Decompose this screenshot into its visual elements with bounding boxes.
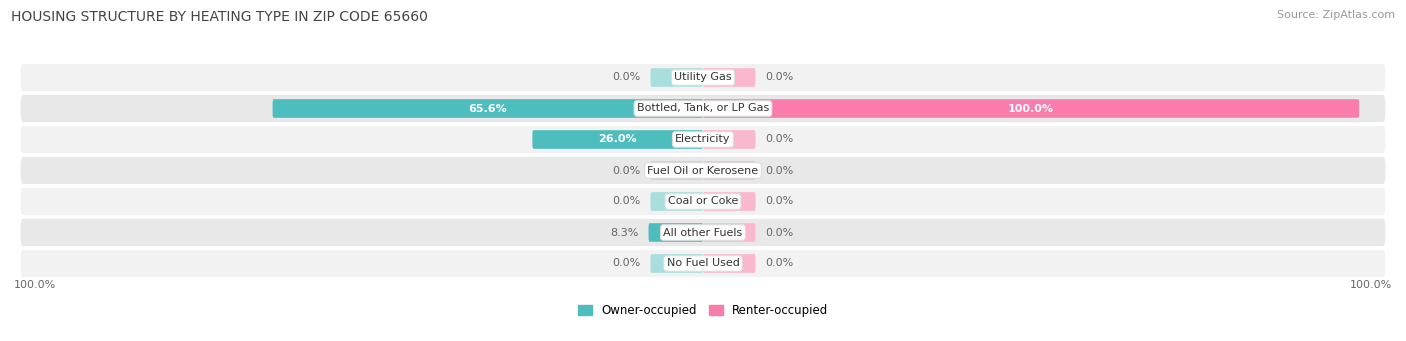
Text: Bottled, Tank, or LP Gas: Bottled, Tank, or LP Gas	[637, 104, 769, 114]
FancyBboxPatch shape	[651, 68, 703, 87]
FancyBboxPatch shape	[651, 254, 703, 273]
Text: 0.0%: 0.0%	[765, 196, 793, 207]
Text: Fuel Oil or Kerosene: Fuel Oil or Kerosene	[647, 165, 759, 176]
Text: HOUSING STRUCTURE BY HEATING TYPE IN ZIP CODE 65660: HOUSING STRUCTURE BY HEATING TYPE IN ZIP…	[11, 10, 427, 24]
Text: All other Fuels: All other Fuels	[664, 227, 742, 237]
FancyBboxPatch shape	[651, 192, 703, 211]
FancyBboxPatch shape	[273, 99, 703, 118]
Text: 0.0%: 0.0%	[765, 227, 793, 237]
Text: 100.0%: 100.0%	[1008, 104, 1054, 114]
FancyBboxPatch shape	[21, 126, 1385, 153]
Text: 0.0%: 0.0%	[613, 258, 641, 268]
Text: 26.0%: 26.0%	[599, 134, 637, 145]
FancyBboxPatch shape	[648, 223, 703, 242]
Text: 0.0%: 0.0%	[765, 258, 793, 268]
FancyBboxPatch shape	[21, 250, 1385, 277]
FancyBboxPatch shape	[703, 68, 755, 87]
FancyBboxPatch shape	[21, 95, 1385, 122]
FancyBboxPatch shape	[21, 219, 1385, 246]
Text: Utility Gas: Utility Gas	[675, 73, 731, 83]
Text: 0.0%: 0.0%	[613, 165, 641, 176]
FancyBboxPatch shape	[703, 99, 1360, 118]
Text: 0.0%: 0.0%	[765, 165, 793, 176]
Text: 0.0%: 0.0%	[613, 73, 641, 83]
FancyBboxPatch shape	[533, 130, 703, 149]
FancyBboxPatch shape	[703, 130, 755, 149]
Text: Coal or Coke: Coal or Coke	[668, 196, 738, 207]
FancyBboxPatch shape	[703, 254, 755, 273]
Text: 100.0%: 100.0%	[14, 280, 56, 290]
Text: 0.0%: 0.0%	[765, 73, 793, 83]
Text: No Fuel Used: No Fuel Used	[666, 258, 740, 268]
FancyBboxPatch shape	[21, 157, 1385, 184]
FancyBboxPatch shape	[703, 192, 755, 211]
Text: Source: ZipAtlas.com: Source: ZipAtlas.com	[1277, 10, 1395, 20]
FancyBboxPatch shape	[21, 64, 1385, 91]
FancyBboxPatch shape	[703, 161, 755, 180]
Text: 0.0%: 0.0%	[613, 196, 641, 207]
Text: 8.3%: 8.3%	[610, 227, 638, 237]
Text: Electricity: Electricity	[675, 134, 731, 145]
Text: 65.6%: 65.6%	[468, 104, 508, 114]
Legend: Owner-occupied, Renter-occupied: Owner-occupied, Renter-occupied	[572, 299, 834, 322]
FancyBboxPatch shape	[703, 223, 755, 242]
FancyBboxPatch shape	[21, 188, 1385, 215]
FancyBboxPatch shape	[651, 161, 703, 180]
Text: 0.0%: 0.0%	[765, 134, 793, 145]
Text: 100.0%: 100.0%	[1350, 280, 1392, 290]
